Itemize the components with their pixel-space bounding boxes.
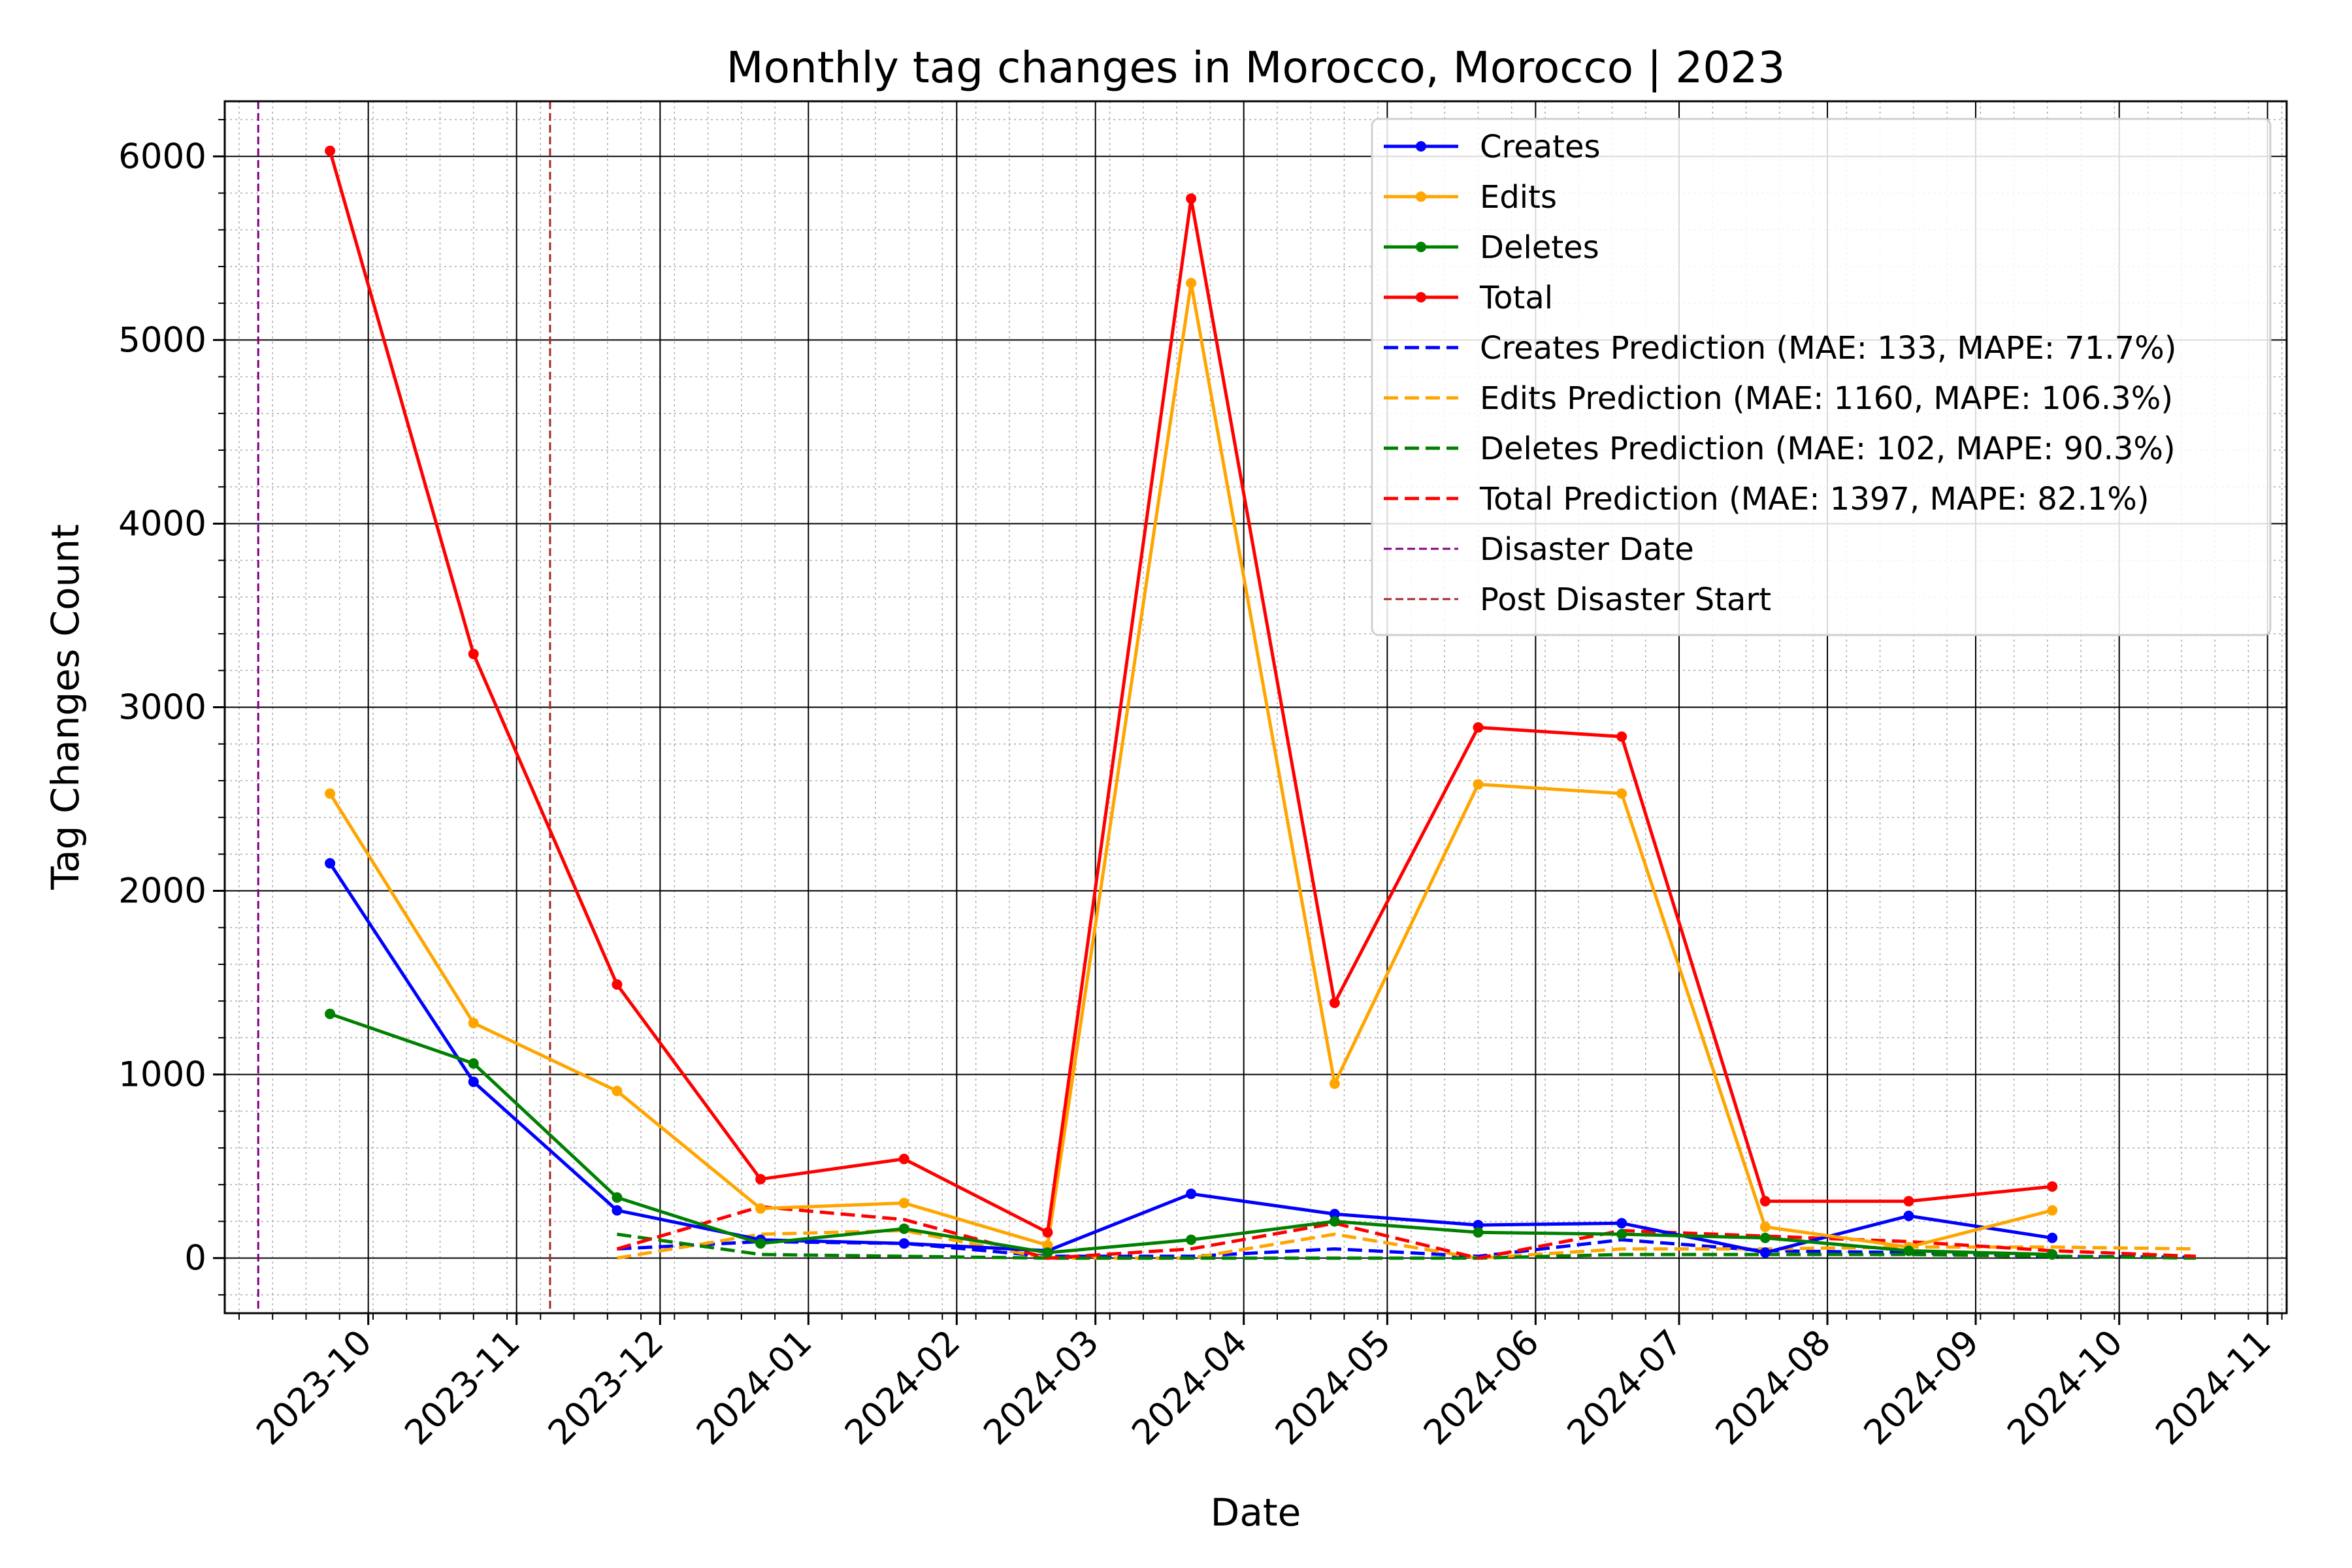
- data-point-creates: [898, 1238, 909, 1249]
- legend-label-creates: Creates: [1480, 129, 1601, 165]
- legend-label-edits-prediction: Edits Prediction (MAE: 1160, MAPE: 106.3…: [1480, 380, 2173, 417]
- y-tick-label: 0: [184, 1239, 206, 1279]
- data-point-creates: [468, 1076, 479, 1087]
- data-point-edits: [468, 1017, 479, 1028]
- data-point-creates: [325, 858, 336, 869]
- data-point-edits: [1616, 788, 1627, 799]
- y-tick-label: 5000: [118, 320, 206, 360]
- data-point-total: [468, 648, 479, 659]
- data-point-creates: [1329, 1209, 1340, 1220]
- data-point-deletes: [1903, 1245, 1914, 1256]
- x-axis-label: Date: [1211, 1490, 1301, 1535]
- data-point-deletes: [1473, 1227, 1484, 1238]
- data-point-edits: [1329, 1078, 1340, 1089]
- data-point-edits: [898, 1198, 909, 1209]
- data-point-total: [1616, 731, 1627, 742]
- data-point-creates: [1903, 1211, 1914, 1222]
- y-axis-label: Tag Changes Count: [43, 524, 88, 890]
- event-lines: [257, 101, 551, 1313]
- data-point-deletes: [325, 1008, 336, 1019]
- legend: Creates Edits Deletes Total Creates Predicti…: [1371, 118, 2272, 636]
- chart-title: Monthly tag changes in Morocco, Morocco …: [727, 42, 1786, 93]
- data-point-deletes: [1759, 1232, 1771, 1243]
- data-point-total: [1903, 1196, 1914, 1207]
- legend-marker-deletes: [1416, 242, 1426, 252]
- data-point-deletes: [1616, 1229, 1627, 1240]
- data-point-total: [2047, 1181, 2058, 1192]
- data-point-total: [898, 1153, 909, 1164]
- data-point-creates: [2047, 1232, 2058, 1243]
- legend-label-disaster-date: Disaster Date: [1480, 531, 1694, 568]
- data-point-edits: [325, 788, 336, 799]
- data-point-total: [1759, 1196, 1771, 1207]
- legend-label-creates-prediction: Creates Prediction (MAE: 133, MAPE: 71.7…: [1480, 330, 2177, 367]
- legend-label-total-prediction: Total Prediction (MAE: 1397, MAPE: 82.1%…: [1479, 481, 2149, 517]
- y-tick-label: 1000: [118, 1055, 206, 1095]
- data-point-creates: [612, 1205, 623, 1216]
- data-point-deletes: [2047, 1249, 2058, 1260]
- data-point-deletes: [1186, 1234, 1197, 1245]
- data-point-edits: [1473, 779, 1484, 790]
- data-point-total: [1329, 998, 1340, 1009]
- series-lines: [325, 145, 2196, 1260]
- series-line-deletes-prediction: [617, 1232, 2196, 1260]
- data-point-deletes: [1329, 1216, 1340, 1227]
- data-point-edits: [1042, 1240, 1053, 1251]
- legend-marker-edits: [1416, 191, 1426, 202]
- legend-label-post-disaster-start: Post Disaster Start: [1480, 581, 1771, 618]
- data-point-deletes: [755, 1238, 766, 1249]
- data-point-deletes: [1042, 1247, 1053, 1258]
- legend-marker-total: [1416, 292, 1426, 302]
- data-point-total: [1473, 722, 1484, 733]
- data-point-edits: [755, 1203, 766, 1214]
- data-point-total: [1042, 1227, 1053, 1238]
- legend-label-deletes-prediction: Deletes Prediction (MAE: 102, MAPE: 90.3…: [1480, 431, 2176, 467]
- legend-label-deletes: Deletes: [1480, 229, 1599, 266]
- data-point-total: [612, 979, 623, 990]
- legend-label-total: Total: [1479, 280, 1553, 316]
- data-point-edits: [1759, 1221, 1771, 1232]
- data-point-edits: [2047, 1205, 2058, 1216]
- series-line-total-prediction: [616, 1205, 2196, 1260]
- y-tick-label: 2000: [118, 872, 206, 911]
- legend-label-edits: Edits: [1480, 179, 1557, 216]
- data-point-deletes: [612, 1192, 623, 1203]
- y-tick-label: 4000: [118, 504, 206, 544]
- data-point-creates: [1473, 1220, 1484, 1231]
- data-point-edits: [612, 1085, 623, 1096]
- data-point-edits: [1186, 278, 1197, 289]
- legend-marker-creates: [1416, 141, 1426, 152]
- data-point-deletes: [898, 1223, 909, 1234]
- legend-box: [1371, 118, 2272, 636]
- y-tick-label: 3000: [118, 688, 206, 728]
- data-point-total: [755, 1173, 766, 1184]
- data-point-creates: [1759, 1247, 1771, 1258]
- data-point-creates: [1186, 1188, 1197, 1200]
- data-point-deletes: [468, 1058, 479, 1069]
- y-tick-label: 6000: [118, 137, 206, 176]
- data-point-total: [325, 145, 336, 156]
- data-point-creates: [1616, 1218, 1627, 1229]
- data-point-total: [1186, 193, 1197, 204]
- y-axis-ticks: 0 1000 2000 3000 4000 5000 6000: [118, 119, 225, 1296]
